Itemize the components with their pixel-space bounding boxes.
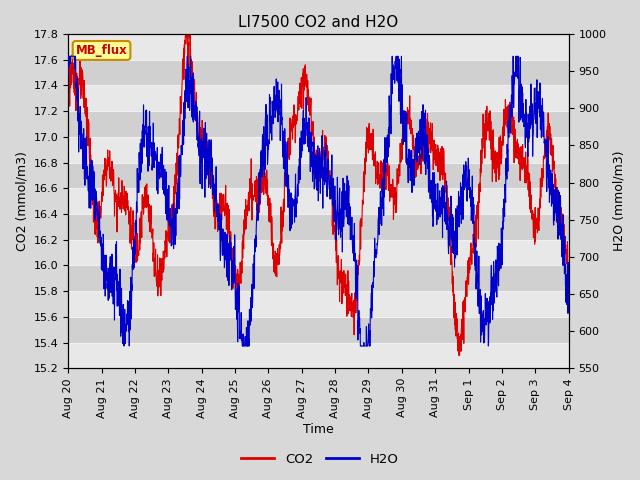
Bar	[68, 265, 569, 291]
Bar	[68, 163, 569, 188]
Bar	[68, 85, 569, 111]
Bar	[68, 111, 569, 137]
X-axis label: Time: Time	[303, 423, 334, 436]
Y-axis label: CO2 (mmol/m3): CO2 (mmol/m3)	[15, 151, 28, 251]
Bar	[68, 214, 569, 240]
Bar	[68, 188, 569, 214]
Text: MB_flux: MB_flux	[76, 44, 127, 57]
Bar	[68, 240, 569, 265]
Y-axis label: H2O (mmol/m3): H2O (mmol/m3)	[612, 151, 625, 252]
Bar	[68, 34, 569, 60]
Bar	[68, 137, 569, 163]
Legend: CO2, H2O: CO2, H2O	[236, 447, 404, 471]
Bar	[68, 343, 569, 368]
Bar	[68, 60, 569, 85]
Bar	[68, 317, 569, 343]
Bar	[68, 291, 569, 317]
Title: LI7500 CO2 and H2O: LI7500 CO2 and H2O	[238, 15, 399, 30]
